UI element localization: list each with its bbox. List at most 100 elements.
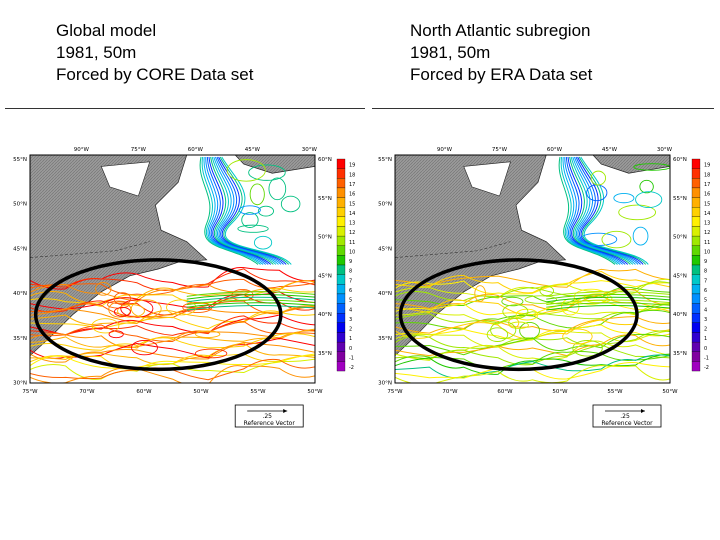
- right-labrador-contour: [560, 156, 618, 265]
- right-gulf-stream-contour: [395, 309, 670, 330]
- left-colorbar-swatch: [336, 235, 346, 246]
- right-bottom-lon-label: 75°W: [387, 389, 403, 395]
- left-forcing: Forced by CORE Data set: [56, 65, 254, 84]
- left-bottom-lon-label: 55°W: [250, 389, 266, 395]
- right-gulf-stream-contour: [395, 350, 670, 370]
- right-transition-contour: [546, 291, 670, 297]
- right-reference-arrowhead: [641, 409, 645, 413]
- left-left-lat-label: 55°N: [13, 157, 27, 163]
- right-border-line: [395, 241, 511, 258]
- left-labrador-contour: [208, 156, 272, 265]
- right-right-lat-label: 50°N: [673, 235, 687, 241]
- right-left-lat-label: 55°N: [378, 157, 392, 163]
- right-gulf-eddy: [501, 296, 524, 307]
- left-reference-value: .25: [262, 413, 272, 420]
- left-gulf-eddy: [113, 306, 131, 317]
- left-colorbar-swatch: [336, 216, 346, 227]
- right-right-lat-label: 35°N: [673, 351, 687, 357]
- right-labrador-contour: [580, 156, 649, 265]
- left-north-eddy: [280, 195, 301, 213]
- left-right-lat-label: 50°N: [318, 235, 332, 241]
- right-right-lat-label: 60°N: [673, 157, 687, 163]
- left-right-lat-label: 55°N: [318, 196, 332, 202]
- left-labrador-contour: [213, 156, 279, 265]
- left-colorbar-swatch: [336, 178, 346, 189]
- right-left-lat-label: 40°N: [378, 291, 392, 297]
- left-hudson-bay: [100, 161, 151, 197]
- right-labrador-contour: [573, 156, 639, 265]
- right-gulf-stream-contour: [395, 324, 670, 341]
- right-colorbar-label: 0: [704, 346, 707, 352]
- left-gulf-stream-contour: [30, 358, 315, 380]
- right-colorbar-swatch: [691, 255, 701, 266]
- right-colorbar-swatch: [691, 245, 701, 256]
- left-colorbar-label: 15: [349, 201, 355, 207]
- left-transition-contour: [186, 294, 315, 300]
- right-colorbar-label: 5: [704, 298, 707, 304]
- left-labrador-contour: [205, 156, 267, 265]
- right-colorbar-label: -1: [704, 355, 709, 361]
- left-gulf-stream-contour: [30, 320, 315, 343]
- left-gulf-eddy: [130, 299, 162, 319]
- right-transition-contour: [546, 296, 670, 303]
- right-north-eddy: [632, 226, 649, 246]
- left-border-line: [30, 241, 150, 258]
- left-gulf-stream-contour: [30, 315, 315, 336]
- left-north-eddy: [238, 205, 261, 215]
- left-labrador-contour: [201, 156, 261, 265]
- left-left-lat-label: 45°N: [13, 246, 27, 252]
- left-greenland-land: [234, 155, 315, 174]
- left-bottom-lon-label: 70°W: [79, 389, 95, 395]
- left-colorbar-swatch: [336, 245, 346, 256]
- right-hudson-bay: [463, 161, 511, 197]
- left-gulf-stream-contour: [30, 267, 315, 290]
- right-colorbar-swatch: [691, 197, 701, 208]
- left-gulf-stream-contour: [30, 337, 315, 359]
- left-map-panel: 90°W 75°W 60°W 45°W 30°W 75°W 70°W 60°W 50°W 55°W…: [0, 135, 365, 435]
- left-colorbar-swatch: [336, 351, 346, 362]
- left-left-lat-label: 30°N: [13, 380, 27, 386]
- right-north-eddy: [579, 232, 618, 246]
- left-title: Global model: [56, 21, 157, 40]
- left-colorbar-swatch: [336, 322, 346, 333]
- right-colorbar-label: 8: [704, 269, 707, 275]
- right-transition-contour: [546, 304, 670, 311]
- right-bottom-lon-label: 60°W: [497, 389, 513, 395]
- left-gulf-stream-contour: [30, 314, 315, 336]
- left-labrador-contour: [216, 156, 284, 265]
- left-bottom-lon-label: 60°W: [136, 389, 152, 395]
- left-gulf-eddy: [195, 330, 221, 338]
- right-labrador-contour: [567, 156, 629, 265]
- left-transition-contour: [186, 299, 315, 306]
- right-map-frame: [394, 154, 671, 384]
- left-gulf-eddy: [108, 301, 132, 318]
- right-top-lon-label: 60°W: [547, 147, 563, 153]
- left-gulf-stream-contour: [30, 280, 315, 304]
- right-gulf-eddy: [490, 321, 517, 340]
- right-colorbar-swatch: [691, 293, 701, 304]
- left-colorbar-label: 19: [349, 163, 355, 169]
- right-colorbar-label: 7: [704, 278, 707, 284]
- left-colorbar-label: 12: [349, 230, 355, 236]
- left-top-lon-label: 30°W: [302, 147, 318, 153]
- right-labrador-contour: [578, 156, 647, 265]
- right-labrador-contour: [565, 156, 626, 265]
- right-gulf-eddy: [524, 295, 557, 304]
- left-colorbar-label: 14: [349, 211, 355, 217]
- left-gulf-eddy: [108, 330, 124, 339]
- right-colorbar-label: 9: [704, 259, 707, 265]
- left-gulf-eddy: [120, 299, 154, 318]
- right-top-lon-label: 45°W: [602, 147, 618, 153]
- left-left-lat-label: 50°N: [13, 202, 27, 208]
- right-year-depth: 1981, 50m: [410, 43, 491, 62]
- right-reference-label: Reference Vector: [601, 420, 653, 427]
- left-bottom-lon-label: 50°W: [307, 389, 323, 395]
- right-gulf-stream-contour: [395, 268, 670, 288]
- left-north-eddy: [249, 183, 265, 206]
- left-labrador-contour: [211, 156, 277, 265]
- right-labrador-contour: [562, 156, 621, 265]
- left-left-lat-label: 35°N: [13, 336, 27, 342]
- left-top-lon-label: 90°W: [74, 147, 90, 153]
- right-right-lat-label: 45°N: [673, 273, 687, 279]
- left-gulf-eddy: [113, 292, 132, 306]
